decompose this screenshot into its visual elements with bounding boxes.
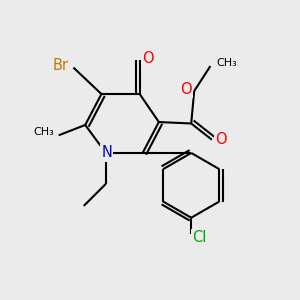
Text: CH₃: CH₃: [34, 127, 54, 137]
Text: O: O: [180, 82, 192, 97]
Text: Br: Br: [53, 58, 69, 73]
Text: O: O: [142, 51, 154, 66]
Text: O: O: [215, 132, 226, 147]
Text: N: N: [101, 146, 112, 160]
Text: Cl: Cl: [192, 230, 207, 245]
Text: CH₃: CH₃: [216, 58, 237, 68]
